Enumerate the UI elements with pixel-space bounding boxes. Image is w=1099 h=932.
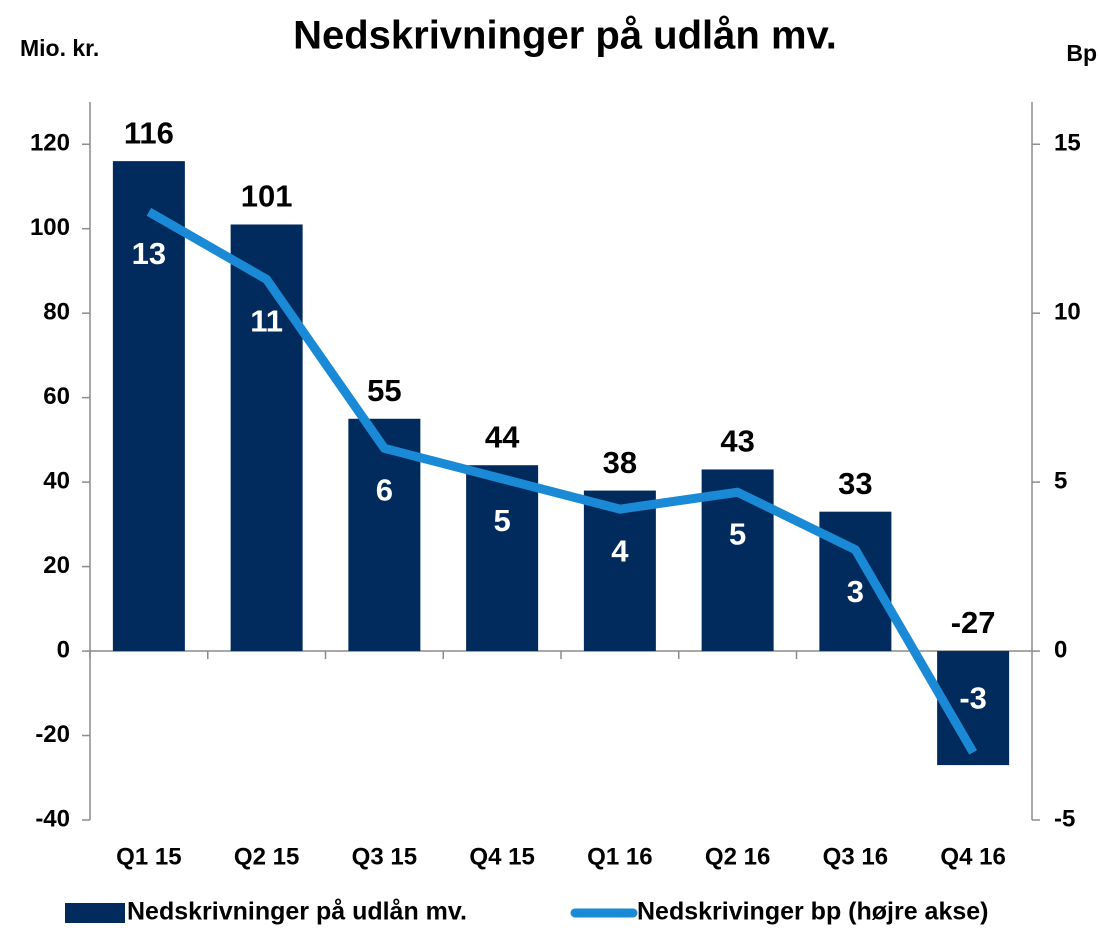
line-value-label: 13 [132,236,166,271]
line-value-label: 3 [847,574,864,609]
y2-tick-label: -5 [1054,805,1075,832]
line-value-label: 4 [611,533,629,568]
bar-value-label: 43 [720,424,754,459]
x-tick-label: Q2 16 [705,843,770,870]
line-value-label: 5 [494,503,511,538]
x-tick-label: Q1 15 [116,843,181,870]
y2-axis-title: Bp [1066,40,1097,66]
bar-value-label: 55 [367,373,401,408]
bar-value-label: 33 [838,466,872,501]
y-tick-label: 0 [57,636,70,663]
y2-tick-label: 15 [1054,130,1081,157]
y2-tick-label: 0 [1054,636,1067,663]
bar-value-label: 101 [241,179,293,214]
y-tick-label: 60 [43,383,70,410]
bar [466,465,539,652]
x-tick-label: Q4 15 [469,843,534,870]
line-value-label: 5 [729,516,746,551]
y-tick-label: 120 [30,130,70,157]
bar-value-label: 44 [485,419,520,454]
y-tick-label: 100 [30,214,70,241]
bar [112,161,185,652]
line-value-label: -3 [959,681,987,716]
line-value-label: 6 [376,473,393,508]
x-tick-label: Q1 16 [587,843,652,870]
bar [230,224,303,652]
line-value-label: 11 [250,304,283,339]
x-tick-label: Q2 15 [234,843,299,870]
chart-title: Nedskrivninger på udlån mv. [293,14,837,58]
y-tick-label: -20 [35,721,70,748]
x-tick-label: Q3 16 [823,843,888,870]
legend-label: Nedskrivinger bp (højre akse) [637,898,989,926]
bar-value-label: 38 [603,445,637,480]
y-tick-label: 80 [43,299,70,326]
line [146,207,978,755]
x-tick-label: Q3 15 [352,843,417,870]
legend-swatch [65,903,125,923]
y-tick-label: 40 [43,467,70,494]
y-axis-title: Mio. kr. [20,35,99,61]
x-tick-label: Q4 16 [940,843,1005,870]
bar [583,490,656,652]
y2-tick-label: 5 [1054,467,1067,494]
legend-label: Nedskrivninger på udlån mv. [127,898,467,926]
y2-tick-label: 10 [1054,299,1081,326]
bar-value-label: -27 [951,605,996,640]
y-tick-label: 20 [43,552,70,579]
bar-value-label: 116 [124,115,174,150]
y-tick-label: -40 [35,805,70,832]
